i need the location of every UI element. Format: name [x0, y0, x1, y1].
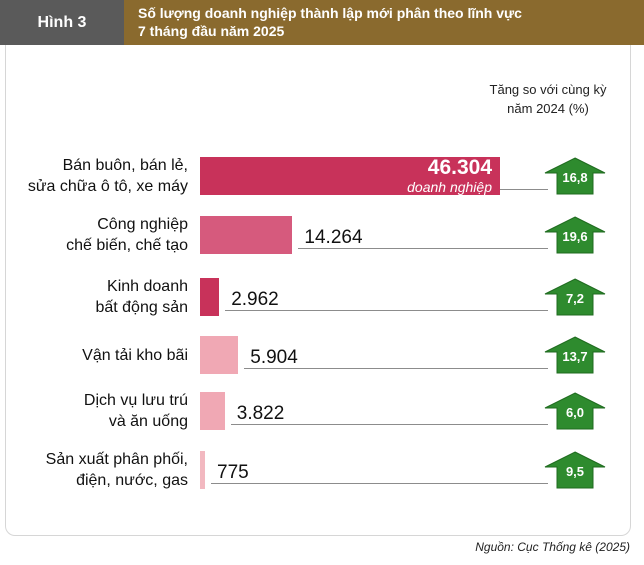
category-label-line: Kinh doanh [107, 278, 188, 295]
category-label-line: Sản xuất phân phối, [45, 451, 188, 468]
growth-arrow-icon: 9,5 [543, 451, 607, 489]
bar [200, 451, 206, 489]
growth-value-label: 13,7 [562, 349, 588, 364]
growth-header: Tăng so với cùng kỳ năm 2024 (%) [478, 80, 618, 118]
category-label: Dịch vụ lưu trú và ăn uống [10, 390, 188, 432]
guide-line [225, 310, 548, 311]
bar [200, 157, 500, 195]
growth-arrow-icon: 7,2 [543, 278, 607, 316]
chart-title: Số lượng doanh nghiệp thành lập mới phân… [124, 0, 644, 45]
guide-line [244, 368, 548, 369]
growth-arrow-icon: 13,7 [543, 336, 607, 374]
growth-value-label: 19,6 [562, 229, 588, 244]
figure-header: Hình 3 Số lượng doanh nghiệp thành lập m… [0, 0, 644, 45]
growth-arrow-icon: 16,8 [543, 157, 607, 195]
bar [200, 216, 293, 254]
guide-line [298, 248, 548, 249]
bar-value-label: 46.304 doanh nghiệp [200, 156, 492, 196]
category-label-line: chế biến, chế tạo [66, 237, 188, 254]
bar-value-label: 5.904 [250, 347, 298, 368]
bar [200, 392, 225, 430]
category-label: Vận tải kho bãi [10, 345, 188, 366]
growth-value-label: 6,0 [565, 405, 585, 420]
source-note: Nguồn: Cục Thống kê (2025) [475, 540, 630, 554]
guide-line [500, 189, 548, 190]
bar-value-label: 2.962 [231, 289, 279, 310]
growth-header-line-2: năm 2024 (%) [507, 101, 589, 116]
chart-title-line-1: Số lượng doanh nghiệp thành lập mới phân… [138, 5, 522, 21]
growth-arrow-icon: 19,6 [543, 216, 607, 254]
bar-value-number: 46.304 [427, 156, 492, 179]
category-label: Kinh doanh bất động sản [10, 276, 188, 318]
category-label-line: sửa chữa ô tô, xe máy [27, 178, 188, 195]
bar [200, 336, 239, 374]
bar [200, 278, 220, 316]
category-label-line: Công nghiệp [97, 216, 188, 233]
category-label: Công nghiệp chế biến, chế tạo [10, 214, 188, 256]
category-label-line: Bán buôn, bán lẻ, [62, 157, 188, 174]
bar-value-label: 775 [217, 462, 249, 483]
guide-line [211, 483, 548, 484]
category-label: Sản xuất phân phối, điện, nước, gas [10, 449, 188, 491]
growth-header-line-1: Tăng so với cùng kỳ [489, 82, 607, 97]
bar-value-label: 3.822 [236, 403, 285, 424]
bar-value-label: 14.264 [304, 227, 363, 248]
category-label-line: Dịch vụ lưu trú [83, 392, 188, 409]
figure-label: Hình 3 [0, 0, 124, 45]
growth-value-label: 7,2 [565, 291, 585, 306]
growth-value-label: 9,5 [565, 464, 585, 479]
category-label-line: điện, nước, gas [76, 472, 188, 489]
guide-line [230, 424, 548, 425]
bar-value-unit: doanh nghiệp [407, 179, 492, 195]
growth-value-label: 16,8 [562, 170, 588, 185]
category-label: Bán buôn, bán lẻ, sửa chữa ô tô, xe máy [10, 155, 188, 197]
growth-arrow-icon: 6,0 [543, 392, 607, 430]
category-label-line: bất động sản [95, 299, 188, 316]
category-label-line: Vận tải kho bãi [82, 346, 188, 364]
chart-panel [5, 45, 631, 536]
chart-title-line-2: 7 tháng đầu năm 2025 [138, 23, 285, 39]
category-label-line: và ăn uống [108, 413, 188, 430]
